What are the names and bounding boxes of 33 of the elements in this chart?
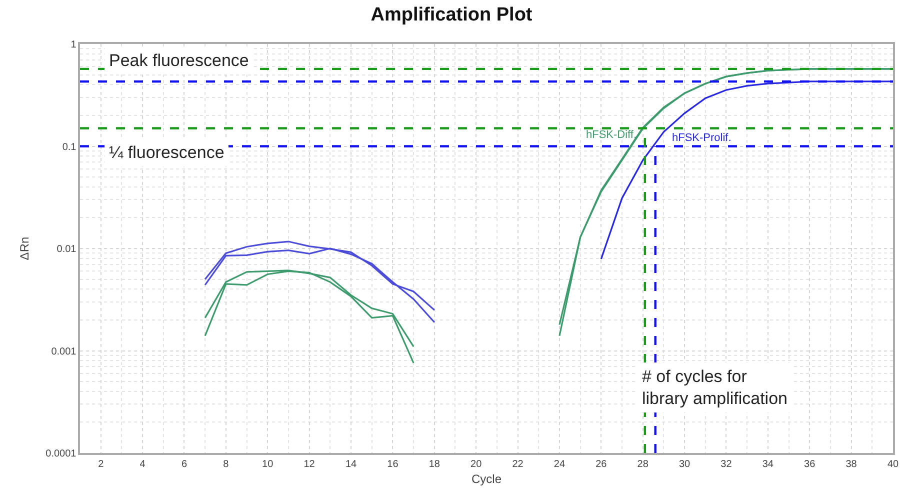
x-tick-label: 18 — [428, 458, 440, 470]
x-tick-label: 40 — [887, 458, 899, 470]
series-label: hFSK-Prolif. — [672, 132, 732, 144]
x-tick-label: 2 — [98, 458, 104, 470]
x-tick-label: 30 — [678, 458, 691, 470]
y-tick-label: 1 — [70, 40, 77, 50]
y-tick-label: 0.0001 — [46, 448, 77, 460]
x-tick-label: 4 — [140, 458, 146, 470]
annotation: # of cycles for library amplification — [642, 367, 788, 408]
x-tick-label: 28 — [637, 458, 649, 470]
y-tick-label: 0.001 — [51, 346, 77, 358]
x-tick-label: 14 — [345, 458, 357, 470]
x-tick-label: 34 — [762, 458, 774, 470]
y-tick-label: 0.01 — [56, 244, 77, 255]
annotation: Peak fluorescence — [109, 51, 249, 70]
y-tick-label: 0.1 — [62, 142, 77, 153]
x-tick-label: 22 — [512, 458, 524, 470]
x-tick-label: 12 — [304, 458, 316, 470]
x-tick-label: 6 — [181, 458, 188, 470]
x-tick-label: 16 — [387, 458, 399, 470]
x-tick-label: 24 — [554, 458, 566, 470]
series-label: hFSK-Diff. — [586, 129, 637, 141]
x-tick-label: 32 — [720, 458, 732, 470]
y-axis-title: ΔRn — [17, 236, 32, 260]
x-tick-label: 10 — [262, 458, 274, 470]
x-axis-title: Cycle — [471, 472, 502, 486]
x-tick-label: 26 — [596, 458, 608, 470]
chart-title: Amplification Plot — [370, 4, 533, 26]
x-tick-label: 8 — [223, 458, 230, 470]
annotation: ¼ fluorescence — [109, 143, 224, 162]
x-tick-label: 38 — [846, 458, 858, 470]
x-tick-label: 36 — [804, 458, 816, 470]
x-tick-label: 20 — [470, 458, 482, 470]
